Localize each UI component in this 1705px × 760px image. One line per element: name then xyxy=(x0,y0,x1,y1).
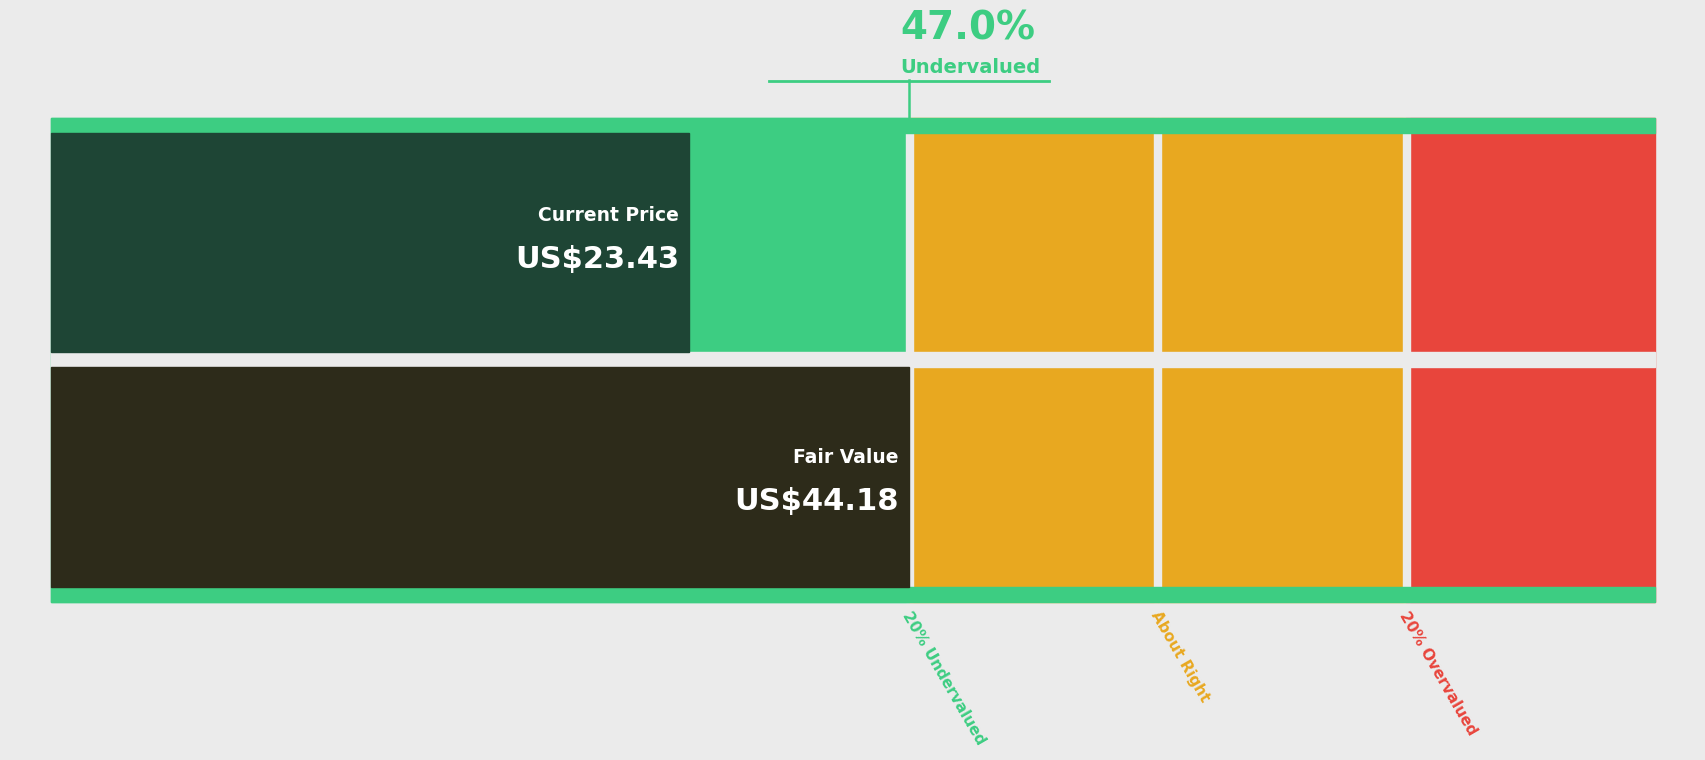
Bar xyxy=(905,118,912,602)
Text: Undervalued: Undervalued xyxy=(900,59,1040,78)
Text: Current Price: Current Price xyxy=(539,206,679,225)
Text: US$44.18: US$44.18 xyxy=(733,486,899,516)
Bar xyxy=(51,118,909,602)
Bar xyxy=(1154,118,1161,602)
Bar xyxy=(51,118,1654,133)
Text: US$23.43: US$23.43 xyxy=(515,245,679,274)
Text: About Right: About Right xyxy=(1147,609,1212,705)
Bar xyxy=(909,118,1158,602)
Text: 20% Overvalued: 20% Overvalued xyxy=(1396,609,1478,738)
Bar xyxy=(51,352,1654,367)
Bar xyxy=(1405,118,1654,602)
Text: 47.0%: 47.0% xyxy=(900,10,1035,48)
Text: Fair Value: Fair Value xyxy=(793,448,899,467)
Bar xyxy=(51,367,909,587)
Bar xyxy=(1402,118,1408,602)
Bar xyxy=(1158,118,1405,602)
Bar xyxy=(51,587,1654,602)
Text: 20% Undervalued: 20% Undervalued xyxy=(899,609,987,747)
Bar xyxy=(51,133,689,352)
